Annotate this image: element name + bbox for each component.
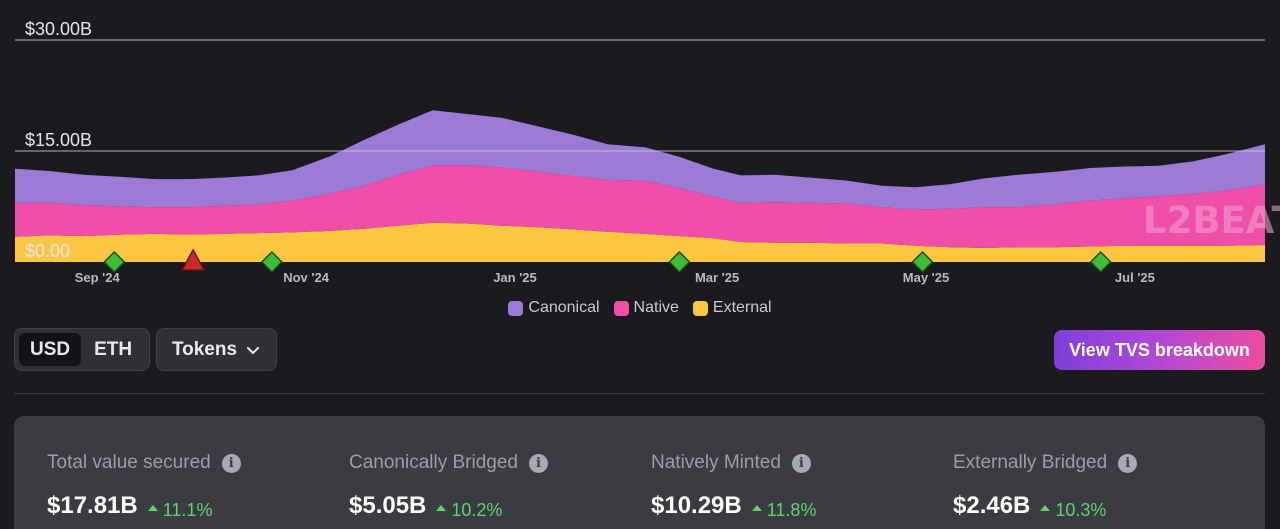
event-markers bbox=[103, 248, 1112, 274]
unit-usd-button[interactable]: USD bbox=[19, 333, 82, 366]
l2beat-watermark: L2BEAT bbox=[1143, 199, 1280, 242]
stat-externally-bridged: Externally Bridged i $2.46B 10.3% bbox=[953, 452, 1138, 521]
stat-canonical-value: $5.05B bbox=[349, 492, 427, 519]
stat-total-change: 11.1% bbox=[147, 499, 213, 521]
arrow-up-icon bbox=[147, 505, 158, 511]
stat-canonically-bridged: Canonically Bridged i $5.05B 10.2% bbox=[349, 452, 548, 521]
arrow-up-icon bbox=[751, 505, 762, 511]
info-icon[interactable]: i bbox=[1118, 453, 1138, 473]
chevron-down-icon bbox=[247, 346, 260, 354]
info-icon[interactable]: i bbox=[221, 453, 241, 473]
legend-label-external: External bbox=[712, 299, 772, 316]
chart-legend: Canonical Native External bbox=[0, 299, 1280, 317]
legend-label-canonical: Canonical bbox=[528, 299, 600, 316]
y-axis-tick-labels: $30.00B $15.00B $0.00 bbox=[25, 19, 92, 261]
stat-natively-minted: Natively Minted i $10.29B 11.8% bbox=[651, 452, 816, 521]
info-icon[interactable]: i bbox=[529, 453, 548, 473]
legend-swatch-external bbox=[692, 300, 708, 316]
update-marker-icon[interactable] bbox=[103, 250, 126, 274]
y-tick-label: $30.00B bbox=[25, 19, 92, 39]
stat-native-change-value: 11.8% bbox=[766, 499, 817, 520]
incident-marker-icon[interactable] bbox=[180, 248, 206, 271]
legend-item-canonical[interactable]: Canonical bbox=[508, 299, 600, 317]
stat-total-label: Total value secured bbox=[47, 452, 211, 473]
tokens-dropdown-label: Tokens bbox=[171, 338, 238, 360]
area-external bbox=[15, 222, 1265, 262]
watermark-text: L2BEAT bbox=[1143, 199, 1280, 242]
stat-total-change-value: 11.1% bbox=[162, 499, 213, 520]
x-tick-label: Mar '25 bbox=[695, 270, 739, 285]
unit-toggle: USD ETH bbox=[14, 328, 150, 371]
stat-total-value-secured: Total value secured i $17.81B 11.1% bbox=[47, 452, 241, 521]
x-tick-label: Sep '24 bbox=[75, 270, 121, 285]
stat-external-change: 10.3% bbox=[1040, 500, 1106, 521]
stat-canonical-change-value: 10.2% bbox=[451, 499, 503, 520]
stat-canonical-change: 10.2% bbox=[436, 500, 502, 521]
arrow-up-icon bbox=[1040, 505, 1051, 511]
legend-item-external[interactable]: External bbox=[692, 299, 772, 317]
chart-gridlines bbox=[15, 39, 1265, 152]
stats-panel: Total value secured i $17.81B 11.1% Cano… bbox=[14, 416, 1265, 529]
legend-swatch-native bbox=[613, 300, 629, 316]
area-native bbox=[15, 165, 1265, 248]
legend-item-native[interactable]: Native bbox=[613, 299, 679, 317]
x-tick-label: Jan '25 bbox=[493, 270, 537, 285]
section-divider bbox=[14, 393, 1265, 394]
stat-native-value: $10.29B bbox=[651, 492, 742, 519]
legend-label-native: Native bbox=[633, 299, 679, 316]
stat-external-change-value: 10.3% bbox=[1055, 499, 1107, 520]
stat-external-value: $2.46B bbox=[953, 492, 1031, 519]
update-marker-icon[interactable] bbox=[260, 250, 283, 274]
tvs-stacked-area-chart: $30.00B $15.00B $0.00 Sep '24 Nov '24 Jan '2… bbox=[15, 19, 1280, 285]
view-tvs-breakdown-button[interactable]: View TVS breakdown bbox=[1054, 330, 1265, 370]
y-tick-label: $15.00B bbox=[25, 130, 92, 150]
stat-canonical-label: Canonically Bridged bbox=[349, 452, 518, 473]
stat-total-value: $17.81B bbox=[47, 492, 138, 519]
update-marker-icon[interactable] bbox=[1089, 250, 1112, 274]
chart-areas bbox=[15, 110, 1265, 262]
area-canonical bbox=[15, 110, 1265, 210]
update-marker-icon[interactable] bbox=[911, 250, 934, 274]
unit-eth-button[interactable]: ETH bbox=[94, 338, 133, 360]
arrow-up-icon bbox=[436, 505, 447, 511]
info-icon[interactable]: i bbox=[791, 453, 811, 473]
legend-swatch-canonical bbox=[508, 300, 524, 316]
x-tick-label: May '25 bbox=[903, 270, 949, 285]
y-tick-label: $0.00 bbox=[25, 241, 70, 261]
tokens-dropdown[interactable]: Tokens bbox=[156, 328, 277, 371]
stat-native-change: 11.8% bbox=[751, 499, 817, 521]
stat-external-label: Externally Bridged bbox=[953, 452, 1108, 473]
x-axis-tick-labels: Sep '24 Nov '24 Jan '25 Mar '25 May '25 Jul '… bbox=[75, 270, 1155, 285]
update-marker-icon[interactable] bbox=[668, 250, 691, 274]
x-tick-label: Jul '25 bbox=[1115, 270, 1155, 285]
x-tick-label: Nov '24 bbox=[283, 270, 329, 285]
stat-native-label: Natively Minted bbox=[651, 452, 781, 473]
